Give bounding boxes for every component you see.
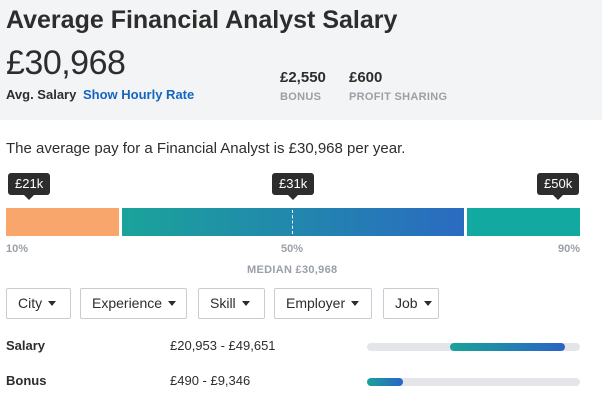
job-filter-label: Job — [395, 295, 418, 311]
employer-filter-label: Employer — [286, 295, 346, 311]
employer-filter-dropdown[interactable]: Employer — [274, 288, 372, 319]
page-title: Average Financial Analyst Salary — [6, 6, 398, 34]
experience-filter-dropdown[interactable]: Experience — [80, 288, 187, 319]
percentile-90-label: 90% — [558, 243, 581, 255]
median-label: MEDIAN £30,968 — [247, 264, 338, 276]
experience-filter-label: Experience — [92, 295, 163, 311]
salary-range-track — [367, 343, 580, 351]
tooltip-10th-percentile: £21k — [8, 173, 51, 200]
bonus-range-track — [367, 378, 580, 386]
high-range-segment[interactable] — [467, 208, 580, 236]
percentile-50-label: 50% — [281, 243, 304, 255]
bonus-row-label: Bonus — [6, 373, 47, 388]
city-filter-dropdown[interactable]: City — [6, 288, 71, 319]
profit-sharing-label: PROFIT SHARING — [349, 91, 448, 103]
salary-summary: The average pay for a Financial Analyst … — [6, 140, 406, 157]
chevron-down-icon — [48, 301, 57, 306]
average-salary-value: £30,968 — [6, 44, 126, 82]
tooltip-median: £31k — [272, 173, 315, 200]
bonus-label: BONUS — [280, 91, 322, 103]
skill-filter-dropdown[interactable]: Skill — [198, 288, 265, 319]
average-salary-label: Avg. Salary — [6, 87, 77, 102]
salary-range-fill — [450, 343, 566, 351]
chevron-down-icon — [351, 301, 360, 306]
city-filter-label: City — [18, 295, 43, 311]
show-hourly-rate-link[interactable]: Show Hourly Rate — [83, 87, 195, 102]
skill-filter-label: Skill — [210, 295, 236, 311]
profit-sharing-value: £600 — [349, 69, 383, 86]
salary-header: Average Financial Analyst Salary £30,968… — [0, 0, 602, 120]
chevron-down-icon — [241, 301, 250, 306]
low-range-segment[interactable] — [6, 208, 119, 236]
bonus-range-fill — [367, 378, 404, 386]
salary-row-label: Salary — [6, 338, 46, 353]
job-filter-dropdown[interactable]: Job — [383, 288, 439, 319]
bonus-stat: £2,550 BONUS — [280, 69, 326, 103]
bonus-value: £2,550 — [280, 69, 326, 86]
mid-range-segment[interactable] — [122, 208, 464, 236]
tooltip-90th-percentile: £50k — [537, 173, 580, 200]
chevron-down-icon — [168, 301, 177, 306]
chevron-down-icon — [423, 301, 432, 306]
median-marker — [292, 210, 293, 234]
profit-sharing-stat: £600 PROFIT SHARING — [349, 69, 447, 103]
bonus-row-range: £490 - £9,346 — [170, 373, 251, 388]
salary-row-range: £20,953 - £49,651 — [170, 338, 276, 353]
percentile-10-label: 10% — [6, 243, 29, 255]
